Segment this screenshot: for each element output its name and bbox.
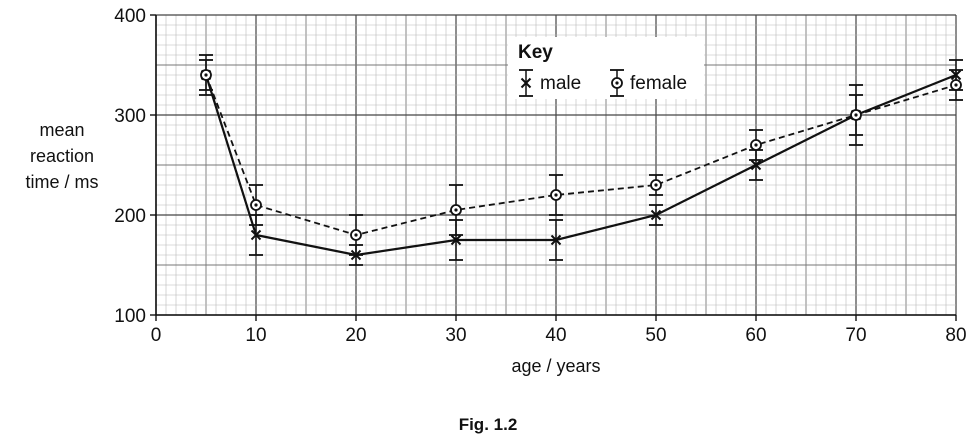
female-line <box>205 74 957 236</box>
cross-stroke <box>650 209 662 221</box>
x-tick-label: 50 <box>645 325 666 346</box>
legend-female-label: female <box>630 73 687 94</box>
y-axis-label-line-2: reaction <box>30 146 94 166</box>
legend-male-cross <box>520 77 532 89</box>
circle-dot <box>204 73 208 77</box>
female-point <box>650 179 662 191</box>
male-point <box>250 229 262 241</box>
x-tick-label: 20 <box>345 325 366 346</box>
circle-dot <box>854 113 858 117</box>
legend-title: Key <box>518 42 553 63</box>
y-tick-label: 200 <box>114 206 146 227</box>
female-point <box>950 79 962 91</box>
legend-male-marker <box>519 69 533 97</box>
legend-background <box>508 37 704 99</box>
x-tick-label: 0 <box>151 325 162 346</box>
figure-caption: Fig. 1.2 <box>459 415 518 434</box>
series <box>199 54 963 266</box>
legend: Key male female <box>508 37 704 99</box>
legend-male-label: male <box>540 73 581 94</box>
x-tick-label: 30 <box>445 325 466 346</box>
y-axis-label-line-1: mean <box>39 120 84 140</box>
female-point <box>550 189 562 201</box>
circle-dot <box>954 83 958 87</box>
cross-stroke <box>450 234 462 246</box>
cross-stroke <box>250 229 262 241</box>
female-point <box>350 229 362 241</box>
female-point <box>250 199 262 211</box>
circle-dot <box>254 203 258 207</box>
cross-stroke <box>550 234 562 246</box>
x-tick-label: 60 <box>745 325 766 346</box>
circle-dot <box>554 193 558 197</box>
male-point <box>650 209 662 221</box>
female-point <box>200 69 212 81</box>
male-point <box>750 159 762 171</box>
legend-female-marker <box>610 69 624 97</box>
y-axis-label-line-3: time / ms <box>25 172 98 192</box>
y-tick-label: 100 <box>114 306 146 327</box>
tick-labels: 0 10 20 30 40 50 60 70 80 100 200 300 400 <box>114 6 966 346</box>
y-tick-label: 300 <box>114 106 146 127</box>
x-tick-label: 10 <box>245 325 266 346</box>
circle-dot <box>354 233 358 237</box>
axes <box>150 14 957 321</box>
x-tick-label: 80 <box>945 325 966 346</box>
circle-dot <box>454 208 458 212</box>
female-point <box>450 204 462 216</box>
circle-dot <box>754 143 758 147</box>
y-tick-label: 400 <box>114 6 146 27</box>
cross-stroke <box>750 159 762 171</box>
male-point <box>450 234 462 246</box>
female-point <box>750 139 762 151</box>
male-point <box>550 234 562 246</box>
x-tick-label: 40 <box>545 325 566 346</box>
x-axis-label: age / years <box>511 356 600 376</box>
circle-dot <box>615 81 619 85</box>
circle-dot <box>654 183 658 187</box>
cross-stroke <box>520 77 532 89</box>
x-tick-label: 70 <box>845 325 866 346</box>
series-female <box>199 54 963 256</box>
female-point <box>850 109 862 121</box>
legend-female-circle <box>611 77 623 89</box>
